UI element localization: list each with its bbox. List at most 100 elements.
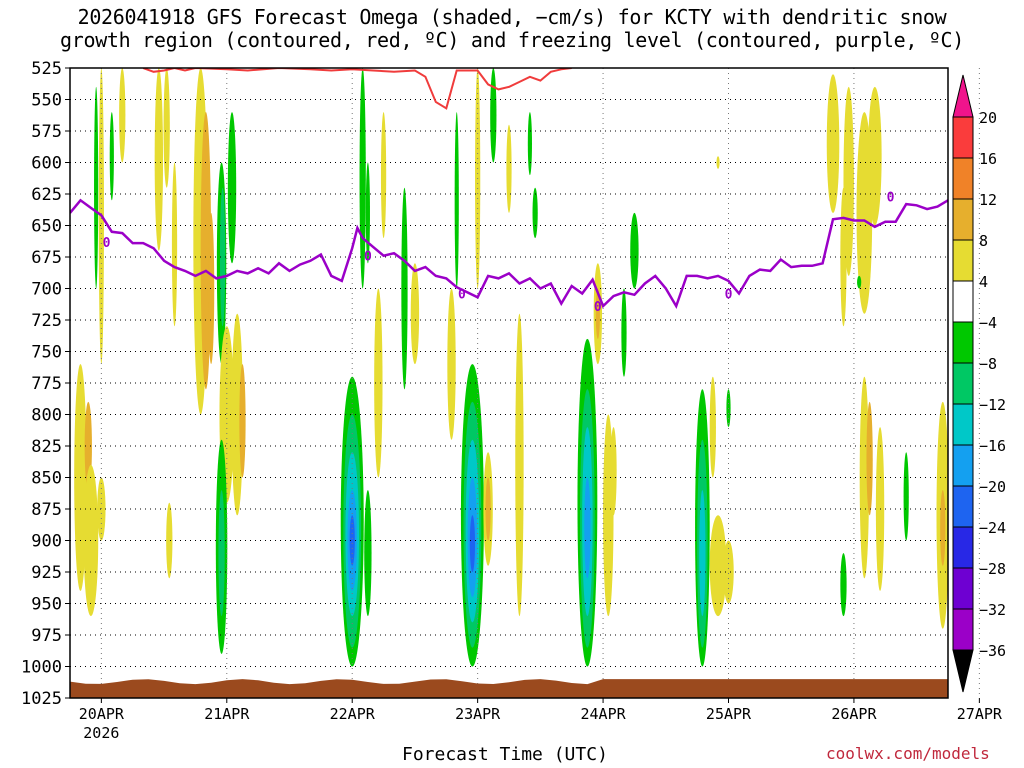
y-tick-label: 850 [31,469,62,489]
omega-contour [595,288,600,339]
omega-contour [207,212,215,365]
colorbar-label: −20 [979,478,1006,496]
omega-contour [239,364,246,478]
colorbar-label: −12 [979,396,1006,414]
omega-contour [219,187,226,327]
omega-contour [709,376,716,478]
omega-contour [826,74,840,213]
terrain-band [70,679,948,698]
omega-contour [621,288,627,377]
credit-link[interactable]: coolwx.com/models [826,744,990,763]
colorbar-box [952,526,974,569]
colorbar-box [952,485,974,528]
colorbar-box [952,403,974,446]
omega-contour [94,86,99,289]
omega-contour [380,112,387,239]
x-tick-label: 25APR [706,705,752,723]
y-tick-label: 525 [31,59,62,79]
colorbar-box [952,444,974,487]
omega-contour [469,515,476,573]
omega-contour [119,68,126,163]
omega-contour [610,427,617,516]
omega-contour [485,477,491,541]
freezing-level-label: 0 [725,288,733,303]
colorbar-label: 8 [979,232,988,250]
colorbar-high-arrow [952,74,974,118]
omega-contour [154,68,164,251]
y-tick-label: 750 [31,343,62,363]
colorbar: −36 −32 −28 −24 −20 −16 −12 −8 −4 4 8 12 16 20 [952,74,1006,693]
y-tick-label: 650 [31,217,62,237]
omega-contour [410,263,420,365]
omega-contour [349,515,355,566]
y-tick-label: 600 [31,154,62,174]
y-tick-label: 625 [31,185,62,205]
omega-contour [843,86,854,276]
colorbar-box [952,157,974,200]
omega-contour [840,553,847,617]
colorbar-box [952,321,974,364]
colorbar-label: 4 [979,273,988,291]
omega-contour [515,313,524,617]
y-tick-label: 700 [31,280,62,300]
colorbar-label: −36 [979,642,1006,660]
omega-contour [490,68,497,163]
y-tick-label: 550 [31,91,62,111]
colorbar-box [952,239,974,282]
y-tick-label: 1025 [21,689,62,709]
colorbar-label: −4 [979,314,997,332]
y-tick-label: 825 [31,437,62,457]
omega-contour [166,502,173,579]
omega-contour [163,68,170,188]
y-tick-label: 800 [31,406,62,426]
omega-contour [532,187,538,239]
omega-contour [374,288,383,478]
colorbar-box [952,567,974,610]
title-line-2: growth region (contoured, red, ºC) and f… [59,28,965,52]
omega-contour [857,275,862,289]
y-axis: 525 550 575 600 625 650 675 700 725 750 775 800 825 8… [21,59,70,709]
y-tick-label: 925 [31,563,62,583]
y-tick-label: 900 [31,532,62,552]
colorbar-box [952,362,974,405]
colorbar-label: −8 [979,355,997,373]
y-tick-label: 725 [31,311,62,331]
omega-contour [227,112,237,264]
omega-contour [171,162,178,327]
omega-contour [527,112,532,176]
freezing-level-label: 0 [458,288,466,303]
colorbar-label: −24 [979,519,1006,537]
colorbar-box [952,198,974,241]
colorbar-label: −28 [979,560,1006,578]
omega-contour [868,86,882,226]
colorbar-label: 12 [979,191,997,209]
x-tick-label: 23APR [455,705,501,723]
omega-contour [859,376,870,579]
y-tick-label: 1000 [21,658,62,678]
omega-contour [401,187,408,390]
omega-contour [447,288,456,440]
y-tick-label: 875 [31,500,62,520]
freezing-level-label: 0 [364,250,372,265]
omega-contour [866,401,873,516]
omega-contour [709,515,727,617]
gridlines [70,68,980,698]
contours: 0 0 0 0 0 0 [70,68,948,315]
colorbar-box [952,116,974,159]
omega-contour [699,490,706,617]
y-tick-label: 575 [31,122,62,142]
y-tick-label: 950 [31,595,62,615]
omega-contour [109,112,114,201]
colorbar-label: 20 [979,109,997,127]
x-tick-sublabel: 2026 [83,724,119,742]
omega-shading [74,68,948,667]
omega-contour [365,162,370,264]
omega-contour [716,156,720,169]
y-tick-label: 775 [31,374,62,394]
x-tick-label: 24APR [580,705,626,723]
x-tick-label: 22APR [330,705,376,723]
omega-contour [231,313,243,516]
omega-contour [940,490,946,566]
